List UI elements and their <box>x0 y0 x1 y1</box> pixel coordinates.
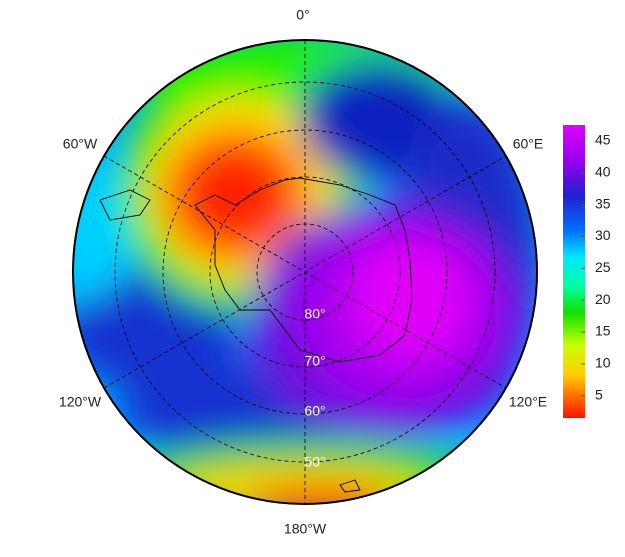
colorbar-tick-label: 10 <box>595 355 611 371</box>
lon-label: 180°W <box>284 521 327 537</box>
lat-label: 50° <box>304 454 325 470</box>
lat-label: 80° <box>304 306 325 322</box>
colorbar-tick-label: 5 <box>595 386 603 402</box>
lon-label: 60°W <box>63 136 98 152</box>
heatmap <box>73 40 537 504</box>
colorbar-tick-label: 15 <box>595 323 611 339</box>
lon-label: 0° <box>296 7 309 23</box>
colorbar-tick-label: 30 <box>595 227 611 243</box>
colorbar <box>563 125 585 418</box>
colorbar-tick-label: 45 <box>595 132 611 148</box>
lon-label: 60°E <box>513 136 544 152</box>
colorbar-tick-label: 20 <box>595 291 611 307</box>
lon-label: 120°W <box>59 394 102 410</box>
graticule <box>103 40 507 504</box>
colorbar-tick-label: 25 <box>595 259 611 275</box>
colorbar-tick-label: 35 <box>595 195 611 211</box>
lat-label: 70° <box>304 353 325 369</box>
colorbar-tick-label: 40 <box>595 163 611 179</box>
lat-label: 60° <box>304 403 325 419</box>
lon-label: 120°E <box>509 394 547 410</box>
map-border <box>72 39 538 505</box>
